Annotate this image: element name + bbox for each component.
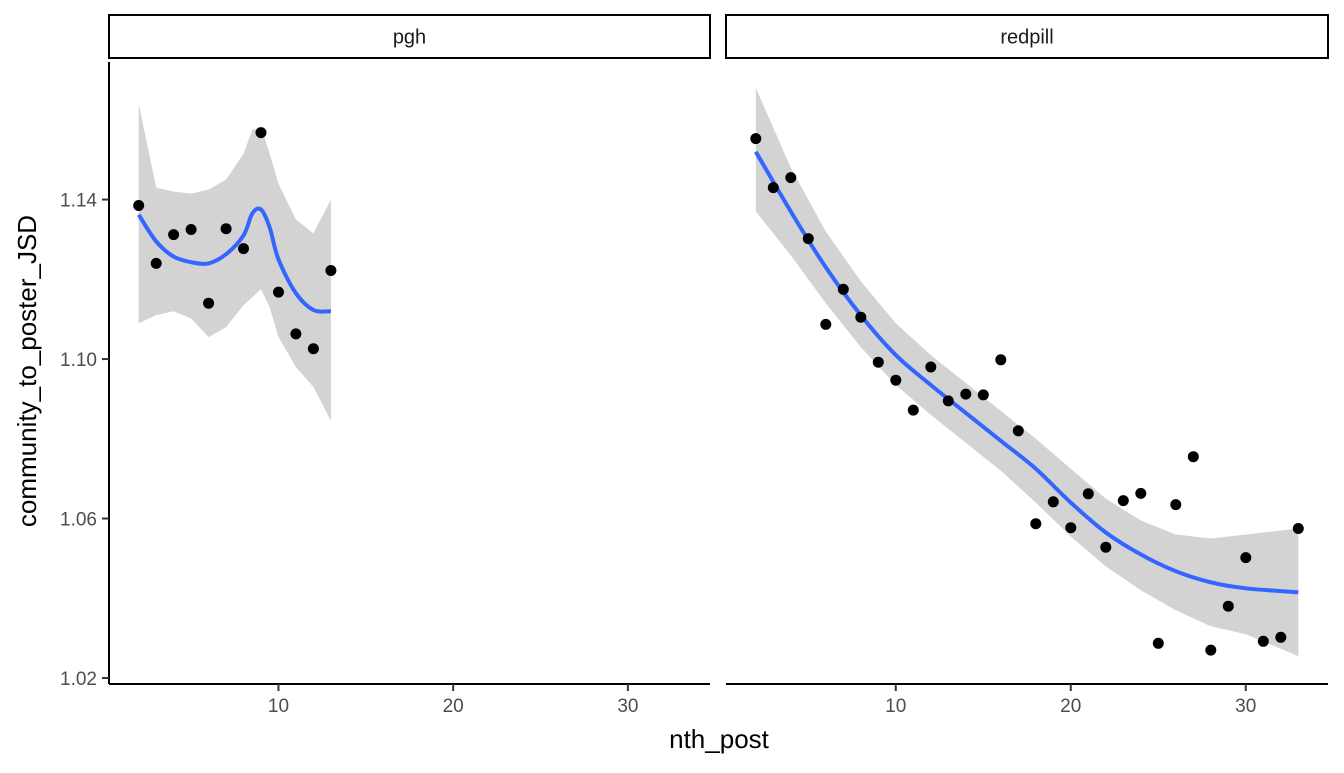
x-tick-label: 20 (443, 696, 464, 717)
data-point (1275, 631, 1287, 643)
facet-strip (108, 14, 711, 59)
smooth-trend-line (754, 150, 1299, 595)
data-point (325, 265, 337, 276)
data-point (767, 182, 779, 194)
y-tick-label: 1.14 (60, 191, 97, 212)
data-point (238, 243, 249, 255)
data-point (785, 172, 797, 184)
data-point (802, 233, 814, 245)
data-point (977, 389, 989, 401)
data-point (872, 356, 884, 368)
data-point (1187, 451, 1199, 463)
y-tick-label: 1.10 (60, 350, 97, 371)
data-point (942, 395, 954, 407)
data-point (855, 311, 867, 323)
data-point (1240, 552, 1252, 564)
data-point (995, 354, 1007, 366)
data-point (203, 297, 215, 309)
data-point (1257, 635, 1269, 647)
data-point (960, 388, 972, 400)
panels-layer: pgh 10 20 30 1.02 1.06 1.10 1.14 redpill 10 20 30 (60, 14, 1329, 717)
smooth-trend-line (137, 206, 332, 314)
confidence-ribbon (138, 103, 331, 421)
data-point (1170, 499, 1182, 511)
data-point (220, 223, 232, 235)
x-axis-title: nth_post (669, 724, 770, 754)
y-axis-title: community_to_poster_JSD (12, 215, 42, 527)
data-point (837, 283, 849, 295)
y-tick-label: 1.02 (60, 669, 97, 690)
data-point (168, 229, 180, 241)
data-point (1117, 495, 1129, 507)
data-point (273, 286, 284, 298)
data-point (1082, 488, 1094, 500)
data-point (290, 328, 302, 340)
x-tick-label: 30 (1235, 696, 1256, 717)
data-point (750, 133, 762, 145)
data-point (820, 318, 832, 330)
data-point (1292, 523, 1304, 534)
confidence-ribbon (755, 87, 1299, 657)
x-tick-label: 20 (1060, 696, 1081, 717)
data-point (1030, 518, 1042, 530)
x-tick-label: 10 (885, 696, 906, 717)
data-point (1152, 637, 1164, 649)
y-tick-label: 1.06 (60, 510, 97, 531)
data-point (1205, 644, 1217, 656)
facet-panel-redpill: redpill 10 20 30 (725, 14, 1329, 717)
facet-strip-label: pgh (393, 27, 426, 49)
data-point (1012, 425, 1024, 437)
x-tick-label: 30 (617, 696, 638, 717)
data-point (255, 127, 267, 139)
data-point (133, 200, 145, 211)
data-point (307, 343, 319, 355)
x-tick-label: 10 (268, 696, 289, 717)
data-point (1222, 600, 1234, 612)
data-point (907, 404, 919, 416)
facet-strip (725, 14, 1329, 59)
data-point (1100, 541, 1112, 553)
facet-strip-label: redpill (1000, 27, 1053, 49)
data-point (1135, 487, 1147, 499)
data-point (925, 361, 937, 373)
data-point (1065, 522, 1077, 534)
data-point (150, 257, 162, 269)
facet-panel-pgh: pgh 10 20 30 1.02 1.06 1.10 1.14 (60, 14, 711, 717)
data-point (1047, 496, 1059, 508)
data-point (185, 224, 197, 235)
data-point (890, 374, 902, 386)
